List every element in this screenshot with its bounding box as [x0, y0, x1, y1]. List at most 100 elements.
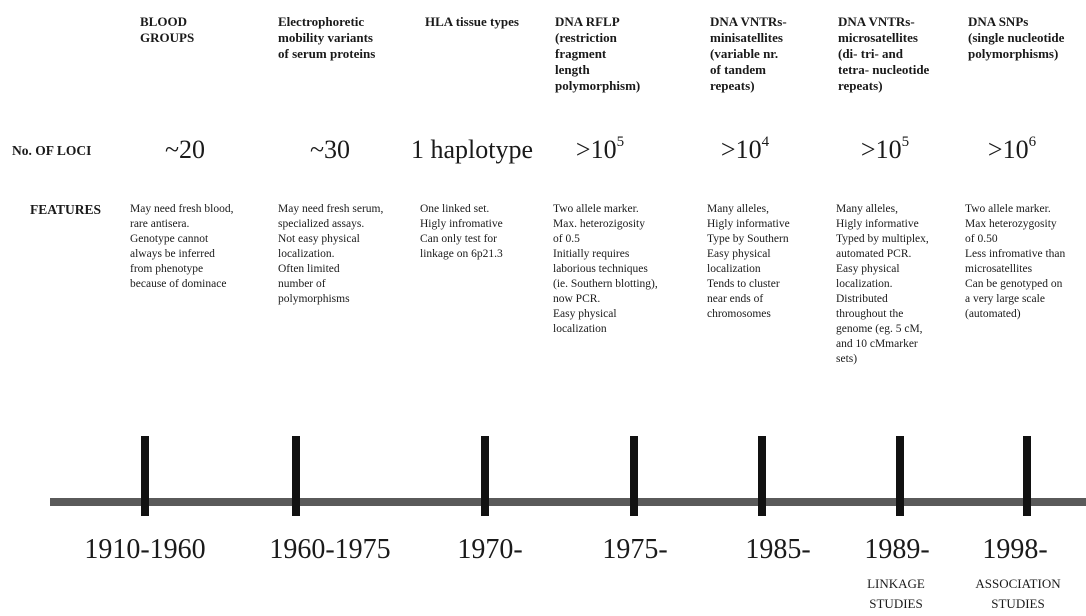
feature-line: localization: [553, 323, 607, 335]
column-header: DNA RFLP: [555, 14, 620, 29]
timeline-axis: [50, 498, 1086, 506]
feature-line: number of: [278, 278, 326, 290]
loci-exponent: 4: [762, 134, 770, 150]
loci-base: 1 haplotype: [411, 135, 533, 164]
timeline-tick: [630, 436, 638, 516]
feature-line: (ie. Southern blotting),: [553, 278, 658, 290]
row-label-loci: No. OF LOCI: [12, 143, 91, 158]
feature-line: Often limited: [278, 263, 340, 275]
feature-line: laborious techniques: [553, 263, 648, 275]
loci-count: 1 haplotype: [411, 135, 533, 164]
loci-base: ~30: [310, 135, 350, 164]
feature-line: Can be genotyped on: [965, 278, 1063, 290]
period-label: 1960-1975: [269, 534, 390, 565]
study-note: STUDIES: [869, 596, 922, 611]
feature-line: Genotype cannot: [130, 233, 209, 245]
loci-exponent: 5: [617, 134, 625, 150]
feature-line: chromosomes: [707, 308, 771, 320]
column-header: DNA VNTRs-: [710, 14, 787, 29]
feature-line: near ends of: [707, 293, 763, 305]
loci-exponent: 6: [1029, 134, 1037, 150]
feature-line: Max heterozygosity: [965, 218, 1057, 230]
feature-line: Initially requires: [553, 248, 630, 260]
column-header: Electrophoretic: [278, 14, 364, 29]
loci-exponent: 5: [902, 134, 910, 150]
feature-line: May need fresh blood,: [130, 203, 234, 215]
feature-line: of 0.50: [965, 233, 998, 245]
loci-count: >104: [721, 134, 770, 164]
feature-line: Max. heterozigosity: [553, 218, 645, 230]
column-header: (single nucleotide: [968, 30, 1065, 45]
feature-line: always be inferred: [130, 248, 215, 260]
feature-line: Two allele marker.: [965, 203, 1051, 215]
period-label: 1975-: [602, 534, 667, 565]
feature-line: Many alleles,: [836, 203, 898, 215]
feature-line: Easy physical: [553, 308, 617, 320]
feature-line: Easy physical: [707, 248, 771, 260]
period-label: 1970-: [457, 534, 522, 565]
feature-line: Distributed: [836, 293, 888, 305]
column-header: polymorphism): [555, 78, 640, 93]
feature-line: automated PCR.: [836, 248, 912, 260]
feature-line: sets): [836, 353, 857, 365]
column-header: (di- tri- and: [838, 46, 904, 61]
column-header: repeats): [710, 78, 755, 93]
column-header: GROUPS: [140, 30, 194, 45]
feature-line: May need fresh serum,: [278, 203, 384, 215]
feature-line: localization.: [836, 278, 893, 290]
loci-base: >10: [721, 135, 762, 164]
feature-line: microsatellites: [965, 263, 1033, 275]
feature-line: specialized assays.: [278, 218, 364, 230]
column-header: of tandem: [710, 62, 766, 77]
loci-base: ~20: [165, 135, 205, 164]
column-header: length: [555, 62, 590, 77]
feature-line: a very large scale: [965, 293, 1045, 305]
column-header: minisatellites: [710, 30, 783, 45]
feature-line: localization: [707, 263, 761, 275]
study-note: STUDIES: [991, 596, 1044, 611]
column-header: (variable nr.: [710, 46, 778, 61]
feature-line: Type by Southern: [707, 233, 789, 245]
column-header: repeats): [838, 78, 883, 93]
timeline-tick: [481, 436, 489, 516]
loci-count: ~20: [165, 135, 205, 164]
feature-line: Easy physical: [836, 263, 900, 275]
feature-line: (automated): [965, 308, 1021, 320]
column-header: tetra- nucleotide: [838, 62, 930, 77]
feature-line: throughout the: [836, 308, 903, 320]
period-label: 1989-: [864, 534, 929, 565]
feature-line: genome (eg. 5 cM,: [836, 323, 923, 335]
column-header: fragment: [555, 46, 607, 61]
column-header: HLA tissue types: [425, 14, 519, 29]
feature-line: Typed by multiplex,: [836, 233, 929, 245]
period-label: 1985-: [745, 534, 810, 565]
feature-line: rare antisera.: [130, 218, 190, 230]
feature-line: linkage on 6p21.3: [420, 248, 503, 260]
feature-line: Higly informative: [707, 218, 790, 230]
feature-line: from phenotype: [130, 263, 203, 275]
column-header: DNA VNTRs-: [838, 14, 915, 29]
loci-count: ~30: [310, 135, 350, 164]
column-header: of serum proteins: [278, 46, 375, 61]
feature-line: polymorphisms: [278, 293, 350, 305]
feature-line: One linked set.: [420, 203, 489, 215]
feature-line: Tends to cluster: [707, 278, 780, 290]
study-note: LINKAGE: [867, 576, 925, 591]
feature-line: Many alleles,: [707, 203, 769, 215]
column-header: DNA SNPs: [968, 14, 1028, 29]
loci-count: >105: [576, 134, 624, 164]
loci-count: >106: [988, 134, 1037, 164]
feature-line: Two allele marker.: [553, 203, 639, 215]
row-label-features: FEATURES: [30, 202, 101, 217]
feature-line: Not easy physical: [278, 233, 360, 245]
timeline-tick: [758, 436, 766, 516]
timeline-tick: [141, 436, 149, 516]
column-header: (restriction: [555, 30, 618, 45]
column-header: microsatellites: [838, 30, 918, 45]
loci-base: >10: [861, 135, 902, 164]
column-header: BLOOD: [140, 14, 187, 29]
loci-base: >10: [576, 135, 617, 164]
feature-line: Higly infromative: [420, 218, 503, 230]
feature-line: Higly informative: [836, 218, 919, 230]
